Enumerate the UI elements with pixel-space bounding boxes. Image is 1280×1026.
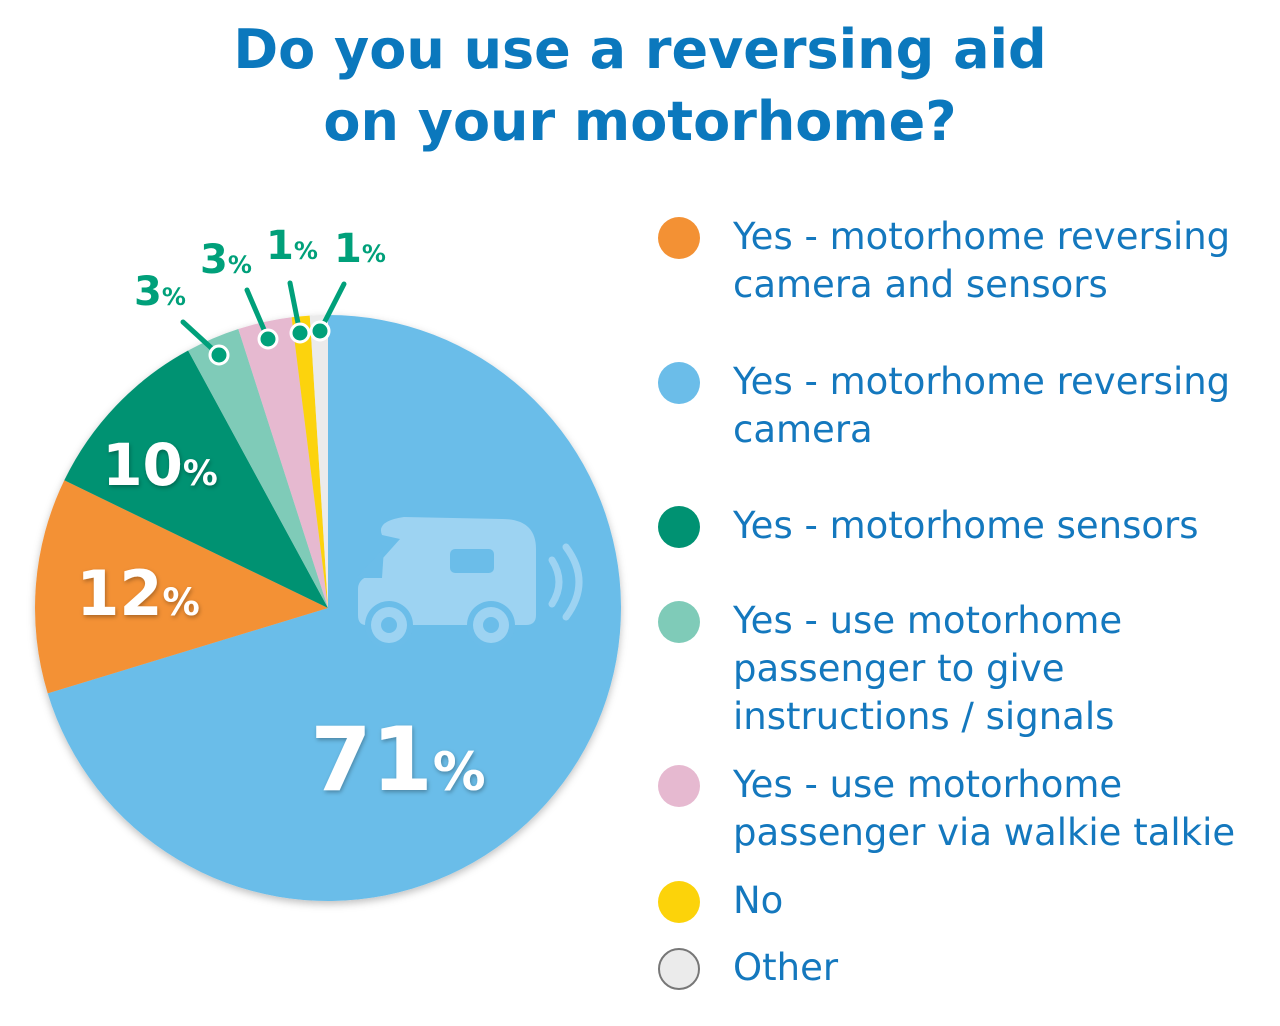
legend-item: Yes - motorhome reversing camera and sen… <box>658 215 1253 309</box>
callout-dot <box>257 328 279 350</box>
legend-item: Yes - use motorhome passenger to give in… <box>658 599 1153 741</box>
pie-slice <box>309 315 328 608</box>
data-label: 12% <box>76 557 200 630</box>
legend-swatch <box>658 362 700 404</box>
legend-swatch <box>658 506 700 548</box>
legend-swatch <box>658 217 700 259</box>
data-label: 3% <box>134 269 186 315</box>
legend-item: Yes - use motorhome passenger via walkie… <box>658 763 1253 857</box>
legend-label: Other <box>733 946 839 989</box>
motorhome-with-signal-icon <box>356 517 583 649</box>
legend-item: Yes - motorhome sensors <box>658 504 1280 550</box>
callout-dot <box>289 322 311 344</box>
legend-swatch <box>658 765 700 807</box>
legend-label: Yes - use motorhome passenger to give in… <box>733 599 1123 738</box>
data-label: 1% <box>266 223 318 269</box>
data-label: 10% <box>102 431 218 499</box>
chart-title: Do you use a reversing aid on your motor… <box>0 14 1280 158</box>
title-line-1: Do you use a reversing aid <box>233 18 1047 81</box>
legend-item: Yes - motorhome reversing camera <box>658 360 1253 454</box>
data-label: 3% <box>200 237 252 283</box>
callout-dot <box>309 320 331 342</box>
data-label: 1% <box>334 226 386 272</box>
callout-dot <box>208 344 230 366</box>
legend-swatch <box>658 881 700 923</box>
legend-label: Yes - use motorhome passenger via walkie… <box>733 763 1236 854</box>
legend-item: Other <box>658 946 1280 992</box>
title-line-2: on your motorhome? <box>323 90 957 153</box>
data-label: 71% <box>310 708 485 811</box>
pie-slice <box>188 329 328 608</box>
legend-label: Yes - motorhome sensors <box>733 504 1199 547</box>
legend-item: No <box>658 879 1280 925</box>
pie-slice <box>34 480 329 694</box>
pie-slice <box>238 317 328 608</box>
pie-slice <box>291 315 328 608</box>
legend-swatch <box>658 948 700 990</box>
pie-slice <box>64 350 328 608</box>
pie-slice <box>47 315 622 901</box>
legend-swatch <box>658 601 700 643</box>
legend-label: Yes - motorhome reversing camera and sen… <box>733 215 1231 306</box>
legend-label: No <box>733 879 784 922</box>
legend-label: Yes - motorhome reversing camera <box>733 360 1231 451</box>
